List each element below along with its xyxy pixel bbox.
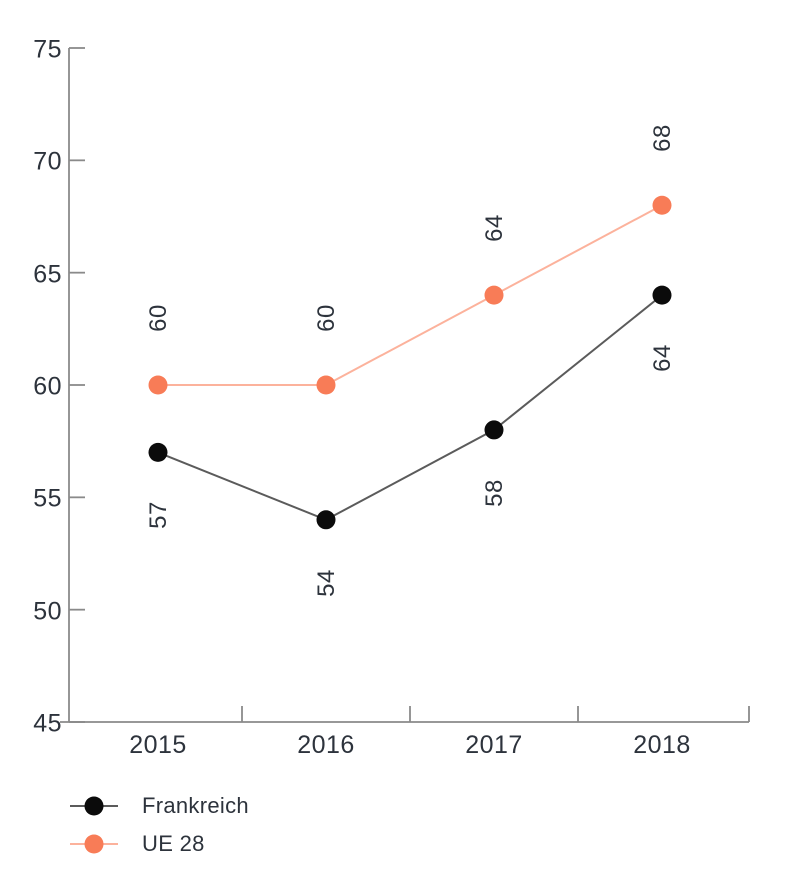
data-point-ue-28 [148, 375, 168, 395]
legend-item-frankreich: Frankreich [70, 792, 249, 820]
series-line-frankreich [157, 294, 663, 521]
data-point-ue-28 [316, 375, 336, 395]
legend-item-ue28: UE 28 [70, 830, 249, 858]
data-point-frankreich [316, 510, 336, 530]
data-point-ue-28 [484, 285, 504, 305]
data-point-frankreich [148, 442, 168, 462]
series-line-ue-28 [158, 204, 663, 386]
legend-label-ue28: UE 28 [142, 831, 205, 856]
ue28-legend-dot [84, 834, 104, 854]
ue28-legend-marker-icon [70, 832, 118, 856]
frankreich-legend-marker-icon [70, 794, 118, 818]
legend-label-frankreich: Frankreich [142, 793, 249, 818]
frankreich-legend-dot [84, 796, 104, 816]
legend: Frankreich UE 28 [70, 792, 249, 858]
data-point-ue-28 [652, 195, 672, 215]
data-point-frankreich [652, 285, 672, 305]
data-point-frankreich [484, 420, 504, 440]
